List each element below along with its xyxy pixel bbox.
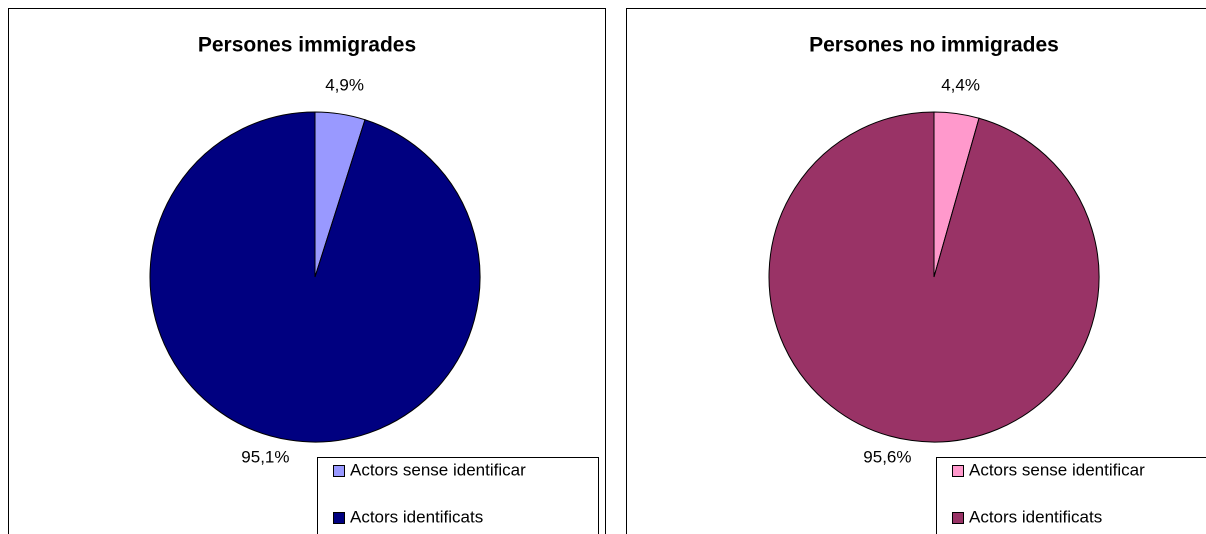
chart-title: Persones immigrades <box>198 34 416 57</box>
legend-swatch <box>333 512 345 524</box>
legend-label: Actors identificats <box>969 507 1102 526</box>
legend-swatch <box>952 465 964 477</box>
data-label: 4,9% <box>325 76 364 95</box>
legend-box <box>317 457 599 534</box>
data-label: 4,4% <box>941 75 980 94</box>
pie-slice <box>768 111 1100 443</box>
data-label: 95,1% <box>241 447 289 466</box>
legend-box <box>936 457 1206 534</box>
chart-title: Persones no immigrades <box>809 34 1059 57</box>
legend-label: Actors sense identificar <box>969 460 1145 479</box>
legend-label: Actors sense identificar <box>350 460 526 479</box>
pie-slice <box>149 111 481 443</box>
legend-swatch <box>952 512 964 524</box>
data-label: 95,6% <box>863 448 911 467</box>
legend-label: Actors identificats <box>350 507 483 526</box>
legend-swatch <box>333 465 345 477</box>
